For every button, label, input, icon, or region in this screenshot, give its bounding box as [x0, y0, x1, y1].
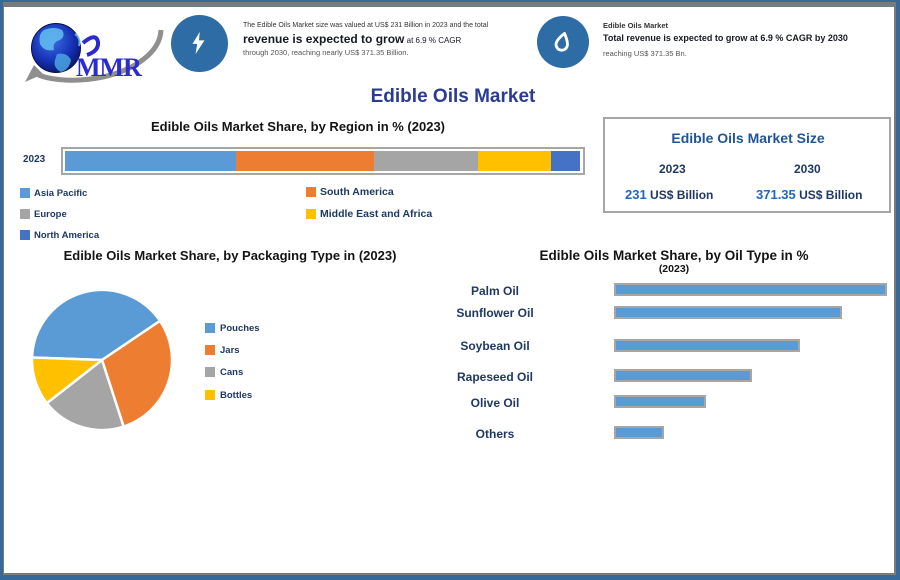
svg-text:MMR: MMR	[76, 53, 142, 82]
